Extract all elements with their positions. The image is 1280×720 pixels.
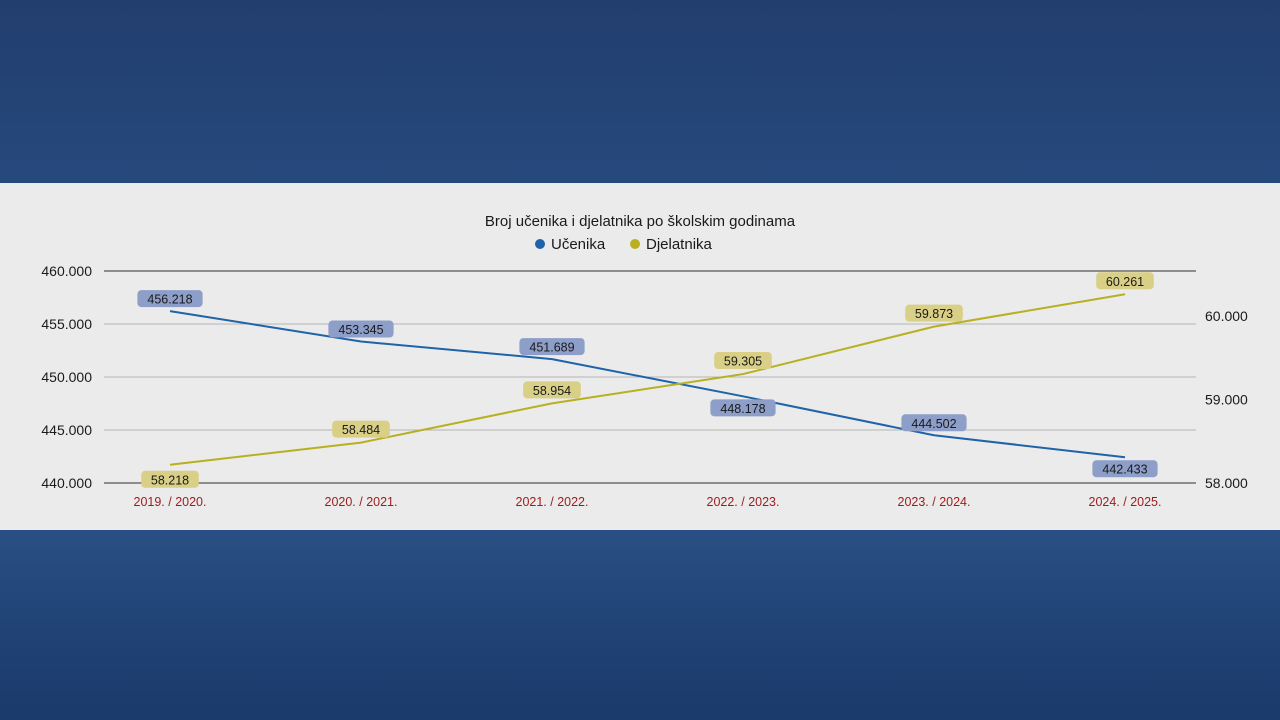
data-label: 58.484 — [332, 420, 390, 438]
data-label: 58.218 — [141, 470, 199, 488]
x-tick-label: 2024. / 2025. — [1089, 495, 1162, 509]
chart-title: Broj učenika i djelatnika po školskim go… — [485, 213, 796, 230]
data-label-bg — [328, 320, 394, 338]
y-left-tick-label: 455.000 — [41, 316, 92, 332]
data-label: 59.873 — [905, 304, 963, 322]
series-line-ucenika — [169, 310, 1126, 459]
data-label-bg — [137, 290, 203, 308]
data-label-bg — [1092, 460, 1158, 478]
x-tick-label: 2020. / 2021. — [325, 495, 398, 509]
series-line-djelatnika — [169, 293, 1126, 466]
data-label-text: 58.484 — [342, 423, 380, 437]
x-tick-label: 2021. / 2022. — [516, 495, 589, 509]
y-left-tick-label: 445.000 — [41, 422, 92, 438]
data-labels: 456.218 453.345 451.689 448.178 444.502 442.4… — [137, 272, 1158, 488]
data-label-text: 59.305 — [724, 355, 762, 369]
gridlines — [104, 270, 1196, 484]
data-label-bg — [523, 381, 581, 399]
y-left-tick-label: 450.000 — [41, 369, 92, 385]
legend-label-ucenika: Učenika — [551, 236, 606, 253]
x-axis: 2019. / 2020. 2020. / 2021. 2021. / 2022. 2… — [134, 495, 1162, 509]
data-label-text: 58.954 — [533, 384, 571, 398]
y-right-tick-label: 58.000 — [1205, 475, 1248, 491]
data-label-bg — [141, 470, 199, 488]
x-tick-label: 2023. / 2024. — [898, 495, 971, 509]
data-label-bg — [905, 304, 963, 322]
data-label-bg — [1096, 272, 1154, 290]
data-label: 442.433 — [1092, 460, 1158, 478]
data-label-text: 453.345 — [338, 323, 383, 337]
data-label-text: 58.218 — [151, 473, 189, 487]
legend-marker-ucenika — [535, 239, 545, 249]
data-label-text: 60.261 — [1106, 275, 1144, 289]
data-label: 453.345 — [328, 320, 394, 338]
data-label-text: 442.433 — [1102, 463, 1147, 477]
x-tick-label: 2019. / 2020. — [134, 495, 207, 509]
top-background-band — [0, 0, 1280, 183]
data-label-text: 444.502 — [911, 417, 956, 431]
data-label-text: 456.218 — [147, 293, 192, 307]
data-label: 456.218 — [137, 290, 203, 308]
data-label-bg — [332, 420, 390, 438]
data-label-bg — [714, 352, 772, 370]
legend: Učenika Djelatnika — [535, 236, 713, 253]
series-lines — [169, 293, 1126, 466]
y-right-tick-label: 59.000 — [1205, 392, 1248, 408]
data-label-bg — [901, 414, 967, 432]
legend-label-djelatnika: Djelatnika — [646, 236, 713, 253]
y-axis-left: 460.000 455.000 450.000 445.000 440.000 — [41, 263, 92, 491]
data-label-bg — [519, 338, 585, 356]
data-label: 444.502 — [901, 414, 967, 432]
data-label: 59.305 — [714, 352, 772, 370]
chart-panel: Broj učenika i djelatnika po školskim go… — [0, 183, 1280, 530]
y-left-tick-label: 460.000 — [41, 263, 92, 279]
data-label: 451.689 — [519, 338, 585, 356]
data-label-text: 448.178 — [720, 402, 765, 416]
data-label-bg — [710, 399, 776, 417]
data-label: 58.954 — [523, 381, 581, 399]
legend-marker-djelatnika — [630, 239, 640, 249]
data-label: 60.261 — [1096, 272, 1154, 290]
x-tick-label: 2022. / 2023. — [707, 495, 780, 509]
line-chart: Broj učenika i djelatnika po školskim go… — [41, 213, 1248, 509]
data-label: 448.178 — [710, 399, 776, 417]
data-label-text: 59.873 — [915, 307, 953, 321]
bottom-background-band — [0, 530, 1280, 720]
y-axis-right: 60.000 59.000 58.000 — [1205, 308, 1248, 491]
y-left-tick-label: 440.000 — [41, 475, 92, 491]
y-right-tick-label: 60.000 — [1205, 308, 1248, 324]
data-label-text: 451.689 — [529, 341, 574, 355]
